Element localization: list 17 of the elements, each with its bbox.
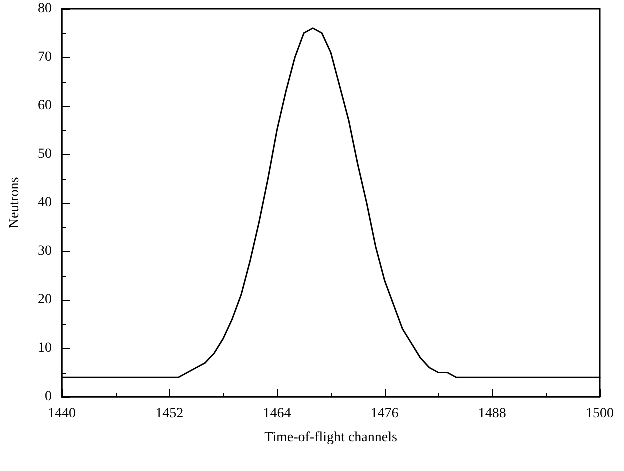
- x-tick-label: 1452: [156, 406, 184, 422]
- y-tick-label: 70: [38, 50, 52, 65]
- x-tick-label: 1440: [48, 406, 76, 422]
- y-tick-label: 50: [38, 147, 52, 162]
- y-tick-label: 0: [45, 390, 52, 404]
- y-tick-label: 30: [38, 244, 52, 259]
- y-tick-label: 80: [38, 2, 52, 16]
- y-tick-label: 10: [38, 341, 52, 356]
- x-tick-label: 1476: [370, 406, 399, 422]
- x-tick-label: 1464: [263, 406, 292, 422]
- x-tick-label: 1500: [586, 406, 614, 422]
- y-tick-label: 20: [38, 292, 52, 308]
- x-axis-title: Time-of-flight channels: [264, 430, 398, 446]
- y-axis-title: Neutrons: [8, 177, 22, 229]
- y-tick-label: 40: [38, 196, 52, 210]
- x-tick-label: 1488: [478, 406, 506, 422]
- y-tick-label: 60: [38, 98, 52, 114]
